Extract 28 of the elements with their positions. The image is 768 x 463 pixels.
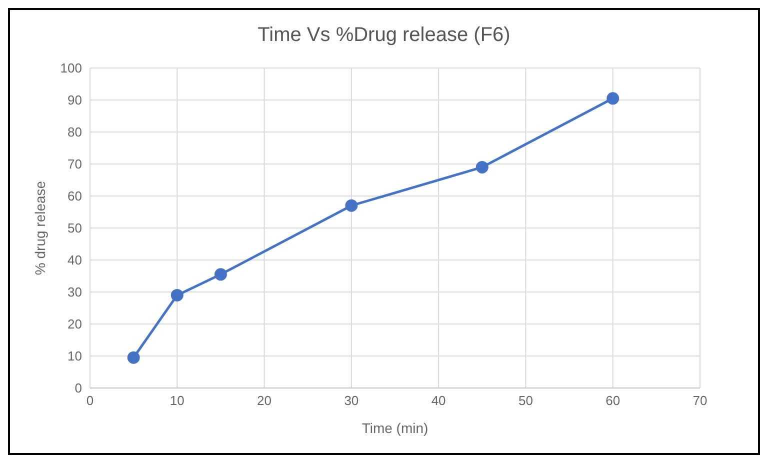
y-tick-label: 30 xyxy=(68,284,82,300)
x-tick-label: 30 xyxy=(344,393,359,408)
x-tick-label: 40 xyxy=(431,393,446,408)
x-tick-label: 50 xyxy=(518,393,533,408)
y-tick-label: 100 xyxy=(60,60,82,76)
point xyxy=(127,351,140,364)
x-tick-label: 70 xyxy=(692,393,708,408)
y-tick-label: 40 xyxy=(68,252,82,268)
x-tick-label: 10 xyxy=(170,393,184,408)
chart-title: Time Vs %Drug release (F6) xyxy=(256,23,512,48)
y-tick-label: 20 xyxy=(68,316,82,332)
point xyxy=(476,160,488,174)
y-tick-label: 0 xyxy=(74,380,82,396)
x-tick-label: 60 xyxy=(606,393,620,408)
point xyxy=(170,288,184,302)
y-tick-label: 80 xyxy=(68,124,82,140)
y-tick-label: 10 xyxy=(68,348,82,364)
x-tick-label: 20 xyxy=(257,393,272,408)
y-tick-label: 90 xyxy=(68,92,82,108)
x-axis-title: Time (min) xyxy=(362,420,428,436)
point xyxy=(606,92,620,105)
x-tick-label: 0 xyxy=(86,393,94,408)
y-tick-label: 70 xyxy=(68,156,82,172)
y-axis-title: % drug release xyxy=(32,180,48,276)
y-tick-label: 50 xyxy=(68,220,82,236)
point xyxy=(214,268,227,281)
point xyxy=(345,199,358,212)
y-tick-label: 60 xyxy=(68,188,82,204)
